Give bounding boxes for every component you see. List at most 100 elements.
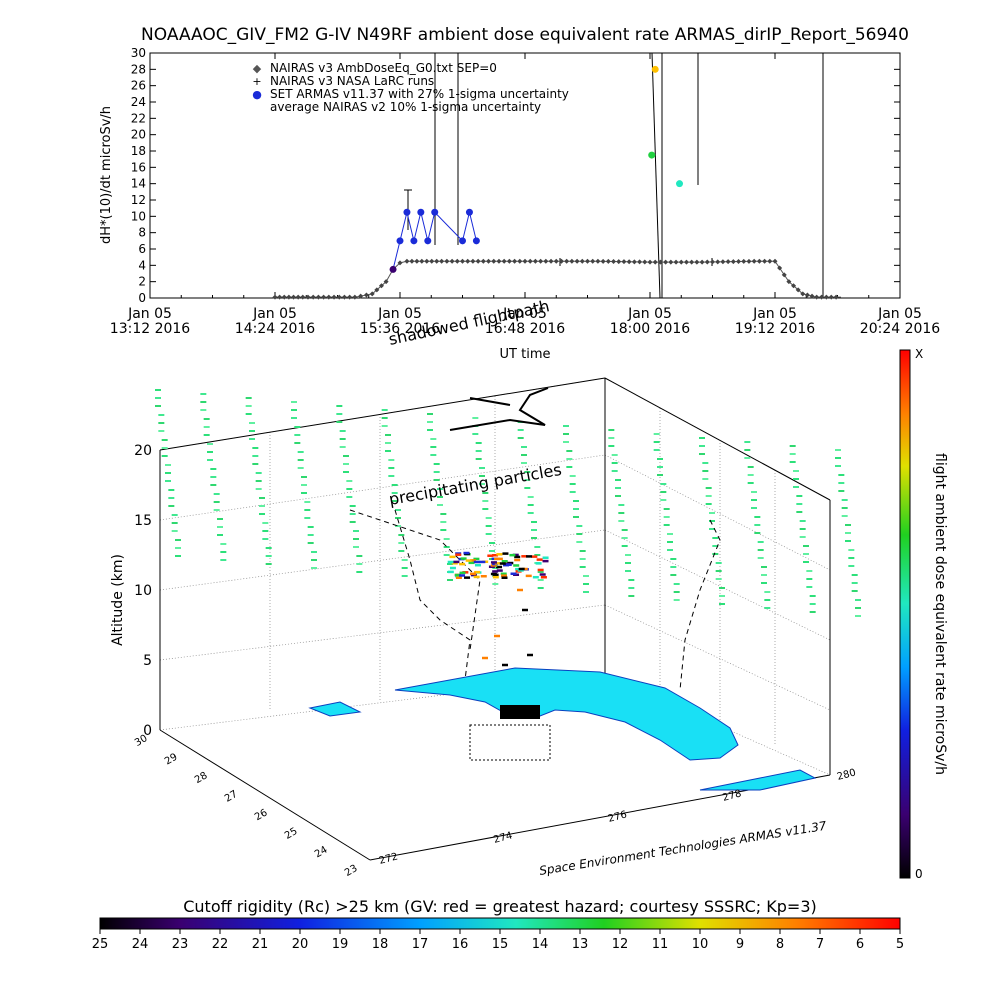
nairas-point	[409, 258, 415, 264]
land-mass	[394, 667, 739, 761]
nairas-point	[720, 259, 726, 265]
x-tick-label: 15:36 2016	[360, 321, 441, 337]
legend-label: average NAIRAS v2 10% 1-sigma uncertaint…	[270, 100, 541, 114]
nairas-point	[668, 259, 674, 265]
y-tick-label: 24	[131, 95, 146, 109]
x-tick-label: 19:12 2016	[735, 321, 816, 337]
nairas-point	[295, 294, 301, 300]
nairas-point	[800, 291, 806, 297]
nairas-point	[558, 258, 564, 264]
y-tick-label: 2	[138, 275, 146, 289]
lon-tick-label: 280	[836, 767, 857, 783]
y-tick-label: 4	[138, 258, 146, 272]
land-shadow-cluster	[469, 705, 551, 761]
nairas-point	[751, 258, 757, 264]
nairas-point	[553, 258, 559, 264]
nairas-point	[527, 258, 533, 264]
rigidity-colorbar: Cutoff rigidity (Rc) >25 km (GV: red = g…	[92, 897, 904, 952]
credit-text: Space Environment Technologies ARMAS v11…	[538, 819, 828, 878]
nairas-point	[777, 265, 783, 271]
nairas-point	[326, 294, 332, 300]
nairas-point	[746, 258, 752, 264]
nairas-point	[331, 294, 337, 300]
spike-lines	[434, 52, 824, 299]
legend-symbol: ●	[252, 88, 262, 101]
nairas-point	[823, 294, 829, 300]
nairas-point	[762, 258, 768, 264]
lon-axis-ticks: 272 274 276 278 280	[378, 767, 857, 867]
nairas-point	[631, 259, 637, 265]
nairas-point	[486, 258, 492, 264]
top-track	[449, 387, 549, 431]
lat-tick-label: 25	[283, 826, 300, 842]
y-tick-label: 12	[131, 193, 146, 207]
nairas-point	[496, 258, 502, 264]
nairas-point	[590, 258, 596, 264]
nairas-point	[369, 291, 375, 297]
nairas-point	[449, 258, 455, 264]
lat-tick-label: 28	[193, 770, 210, 786]
nairas-point	[699, 259, 705, 265]
nairas-point	[683, 259, 689, 265]
nairas-point	[277, 294, 283, 300]
nairas-point	[429, 258, 435, 264]
nairas-point	[506, 258, 512, 264]
rigidity-tick-label: 22	[212, 937, 229, 952]
nairas-point	[642, 259, 648, 265]
land-mass-islands	[308, 701, 817, 791]
armas-point	[410, 237, 418, 245]
lon-tick-label: 278	[721, 788, 742, 804]
y-tick-label: 30	[131, 46, 146, 60]
nairas-point	[637, 259, 643, 265]
x-tick-label: 13:12 2016	[110, 321, 191, 337]
armas-point	[389, 265, 397, 273]
rigidity-tick-label: 9	[736, 937, 744, 952]
nairas-point	[543, 258, 549, 264]
legend-label: SET ARMAS v11.37 with 27% 1-sigma uncert…	[270, 87, 569, 101]
armas-point	[417, 208, 425, 216]
y-tick-label: 16	[131, 160, 146, 174]
nairas-point	[710, 259, 715, 265]
nairas-point	[548, 258, 554, 264]
y-axis-label: dH*(10)/dt microSv/h	[99, 106, 114, 244]
nairas-point	[434, 258, 440, 264]
rigidity-tick-label: 7	[816, 937, 824, 952]
rigidity-tick-label: 14	[532, 937, 549, 952]
nairas-point	[600, 258, 606, 264]
nairas-point	[310, 294, 316, 300]
nairas-point	[341, 294, 347, 300]
nairas-point	[291, 294, 297, 300]
nairas-point	[374, 287, 380, 293]
nairas-point	[383, 279, 389, 285]
nairas-point	[305, 294, 311, 300]
rigidity-tick-label: 20	[292, 937, 309, 952]
nairas-point	[517, 258, 523, 264]
rigidity-tick-label: 19	[332, 937, 349, 952]
dose-colorbar: X 0 flight ambient dose equivalent rate …	[899, 347, 948, 881]
nairas-point	[781, 272, 787, 278]
nairas-point	[694, 259, 700, 265]
nairas-point	[358, 293, 364, 299]
nairas-point	[424, 258, 430, 264]
nairas-point	[663, 259, 669, 265]
nairas-point	[616, 259, 622, 265]
lat-tick-label: 29	[163, 752, 180, 768]
nairas-point	[657, 259, 663, 265]
nairas-point	[439, 258, 445, 264]
rigidity-tick-label: 10	[692, 937, 709, 952]
nairas-point	[804, 292, 810, 298]
x-tick-label: 16:48 2016	[485, 321, 566, 337]
rigidity-tick-label: 12	[612, 937, 629, 952]
legend-symbol: ◆	[253, 62, 262, 75]
nairas-point	[321, 294, 327, 300]
nairas-point	[828, 294, 834, 300]
nairas-point	[809, 293, 815, 299]
y-tick-label: 6	[138, 242, 146, 256]
x-tick-label: Jan 05	[377, 306, 422, 322]
nairas-point	[404, 258, 410, 264]
lat-tick-label: 23	[343, 863, 360, 879]
nairas-point	[475, 258, 481, 264]
nairas-point	[595, 258, 601, 264]
